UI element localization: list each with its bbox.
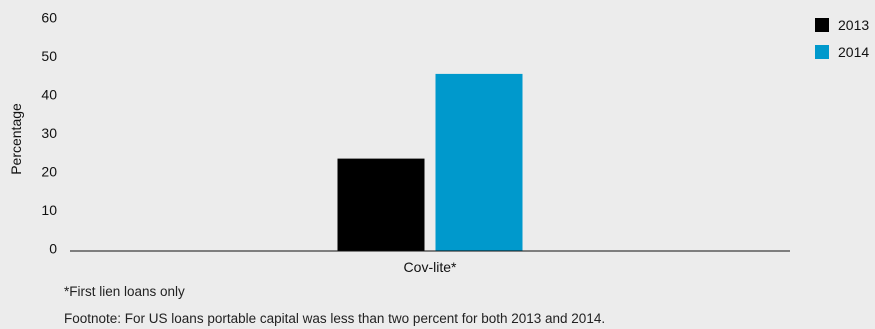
legend-label-2013: 2013 [838, 17, 869, 33]
legend-swatch-2014 [815, 45, 829, 59]
legend-swatch-2013 [815, 18, 829, 32]
x-tick-label: Cov-lite* [404, 259, 457, 275]
y-tick-label: 30 [41, 125, 57, 141]
y-tick-label: 0 [49, 241, 57, 257]
bar-2013 [337, 158, 425, 251]
y-tick-label: 20 [41, 164, 57, 180]
bar-2014 [435, 73, 523, 252]
legend: 2013 2014 [815, 17, 869, 60]
asterisk-note: *First lien loans only [64, 284, 185, 299]
footnote: Footnote: For US loans portable capital … [64, 311, 606, 326]
y-tick-label: 50 [41, 48, 57, 64]
legend-label-2014: 2014 [838, 44, 869, 60]
x-axis-ticks: Cov-lite* [404, 259, 457, 275]
y-tick-label: 40 [41, 87, 57, 103]
y-tick-label: 60 [41, 10, 57, 26]
y-axis-ticks: 0 10 20 30 40 50 60 [41, 10, 57, 257]
bars-group [337, 73, 523, 252]
y-tick-label: 10 [41, 202, 57, 218]
y-axis-title: Percentage [8, 103, 24, 175]
